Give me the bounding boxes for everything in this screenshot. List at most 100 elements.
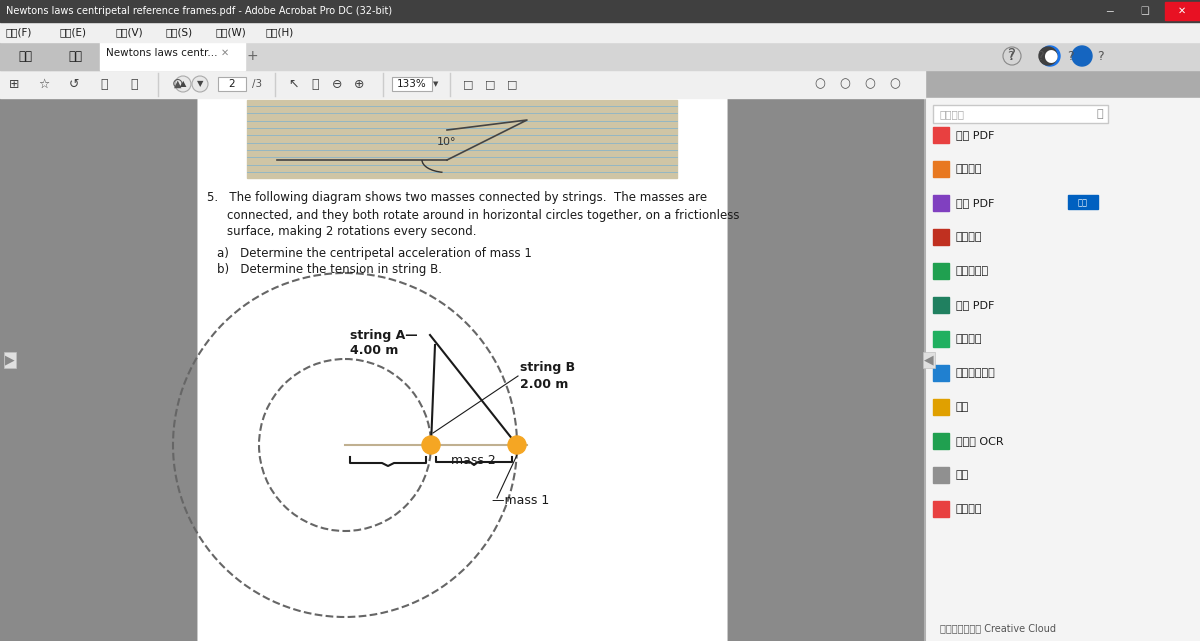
- Text: 窗口(W): 窗口(W): [215, 27, 246, 37]
- Text: +: +: [246, 49, 258, 63]
- Text: 10°: 10°: [437, 137, 456, 147]
- Bar: [0, 98, 925, 641]
- Text: string A—: string A—: [350, 328, 418, 342]
- Circle shape: [508, 436, 526, 454]
- Bar: [934, 161, 949, 177]
- Text: 帮助(H): 帮助(H): [265, 27, 293, 37]
- Text: 您的当前计划是 Creative Cloud: 您的当前计划是 Creative Cloud: [940, 623, 1056, 633]
- Text: ✕: ✕: [221, 48, 229, 58]
- Text: ⎙: ⎙: [101, 78, 108, 90]
- Bar: [100, 42, 245, 70]
- Bar: [392, 77, 432, 91]
- Text: 5.   The following diagram shows two masses connected by strings.  The masses ar: 5. The following diagram shows two masse…: [208, 192, 707, 204]
- Text: ⊙: ⊙: [172, 77, 184, 91]
- Text: 视图(V): 视图(V): [115, 27, 143, 37]
- Bar: [247, 100, 677, 178]
- Circle shape: [1072, 46, 1092, 66]
- Bar: [925, 98, 1200, 641]
- Text: 签名(S): 签名(S): [166, 27, 192, 37]
- Text: ?: ?: [1037, 49, 1043, 63]
- Text: —mass 1: —mass 1: [492, 494, 550, 506]
- Text: ⊕: ⊕: [354, 78, 365, 90]
- Text: 填写和签名: 填写和签名: [956, 266, 989, 276]
- Text: 保护: 保护: [956, 470, 970, 480]
- Text: ○: ○: [840, 78, 851, 90]
- Text: 编辑 PDF: 编辑 PDF: [956, 198, 995, 208]
- Bar: [934, 195, 949, 211]
- Text: Newtons laws centripetal reference frames.pdf - Adobe Acrobat Pro DC (32-bit): Newtons laws centripetal reference frame…: [6, 6, 392, 16]
- Text: ─: ─: [1106, 6, 1114, 16]
- Text: connected, and they both rotate around in horizontal circles together, on a fric: connected, and they both rotate around i…: [227, 208, 739, 222]
- Bar: [934, 229, 949, 245]
- Text: ?: ?: [1097, 49, 1103, 63]
- Text: ?: ?: [1007, 49, 1013, 63]
- Text: □: □: [485, 79, 496, 89]
- Bar: [934, 105, 1108, 123]
- Text: ☆: ☆: [38, 78, 49, 90]
- Text: 主页: 主页: [18, 49, 32, 63]
- Text: surface, making 2 rotations every second.: surface, making 2 rotations every second…: [227, 226, 476, 238]
- Text: 更多工具: 更多工具: [956, 504, 983, 514]
- Text: 扫描和 OCR: 扫描和 OCR: [956, 436, 1003, 446]
- Circle shape: [422, 436, 440, 454]
- Text: 133%: 133%: [397, 79, 427, 89]
- Text: a)   Determine the centripetal acceleration of mass 1: a) Determine the centripetal acceleratio…: [217, 247, 532, 260]
- Bar: [0, 22, 1200, 42]
- Text: □: □: [506, 79, 517, 89]
- Bar: [934, 399, 949, 415]
- Text: ?: ?: [1067, 49, 1073, 63]
- Bar: [934, 297, 949, 313]
- Text: 工具: 工具: [68, 49, 82, 63]
- Text: 文件(F): 文件(F): [6, 27, 32, 37]
- Text: ⊖: ⊖: [331, 78, 342, 90]
- Text: ⊞: ⊞: [8, 78, 19, 90]
- Text: 编辑(E): 编辑(E): [60, 27, 88, 37]
- Text: Newtons laws centr...: Newtons laws centr...: [107, 48, 217, 58]
- Text: 特色: 特色: [1078, 199, 1088, 208]
- Text: 组织页面: 组织页面: [956, 334, 983, 344]
- Text: /3: /3: [252, 79, 262, 89]
- Bar: [934, 365, 949, 381]
- Bar: [0, 70, 925, 98]
- Bar: [218, 77, 246, 91]
- Bar: [197, 98, 727, 641]
- Text: 导出 PDF: 导出 PDF: [956, 300, 995, 310]
- Text: ⌕: ⌕: [131, 78, 138, 90]
- Circle shape: [175, 76, 191, 92]
- Text: ⌕: ⌕: [1097, 109, 1103, 119]
- Text: □: □: [463, 79, 473, 89]
- Bar: [50, 42, 100, 70]
- Text: ◀: ◀: [924, 353, 934, 367]
- Text: ✕: ✕: [1178, 6, 1186, 16]
- Text: 合并文件: 合并文件: [956, 164, 983, 174]
- Text: 搜索工具: 搜索工具: [940, 109, 965, 119]
- Text: b)   Determine the tension in string B.: b) Determine the tension in string B.: [217, 263, 442, 276]
- Text: string B: string B: [520, 362, 575, 374]
- Text: ▲: ▲: [180, 79, 186, 88]
- Text: 4.00 m: 4.00 m: [350, 344, 398, 356]
- Text: ○: ○: [864, 78, 876, 90]
- Bar: [0, 42, 50, 70]
- Bar: [934, 127, 949, 143]
- Text: ●: ●: [1043, 47, 1057, 65]
- Text: ✋: ✋: [311, 78, 319, 90]
- Text: ▼: ▼: [197, 79, 203, 88]
- Text: ▶: ▶: [5, 353, 14, 367]
- Text: ○: ○: [815, 78, 826, 90]
- Text: ↺: ↺: [68, 78, 79, 90]
- Text: 2: 2: [229, 79, 235, 89]
- Text: ?: ?: [1008, 49, 1016, 63]
- Text: ▼: ▼: [433, 81, 439, 87]
- Text: mass 2: mass 2: [451, 453, 496, 467]
- Text: 发送以供注释: 发送以供注释: [956, 368, 996, 378]
- Bar: [934, 331, 949, 347]
- Text: 请求签名: 请求签名: [956, 232, 983, 242]
- Bar: [934, 263, 949, 279]
- Bar: [1068, 195, 1098, 209]
- Text: ○: ○: [889, 78, 900, 90]
- Text: 创建 PDF: 创建 PDF: [956, 130, 995, 140]
- Text: 注释: 注释: [956, 402, 970, 412]
- Text: ↖: ↖: [288, 78, 299, 90]
- Bar: [0, 0, 1200, 22]
- Circle shape: [1040, 46, 1060, 66]
